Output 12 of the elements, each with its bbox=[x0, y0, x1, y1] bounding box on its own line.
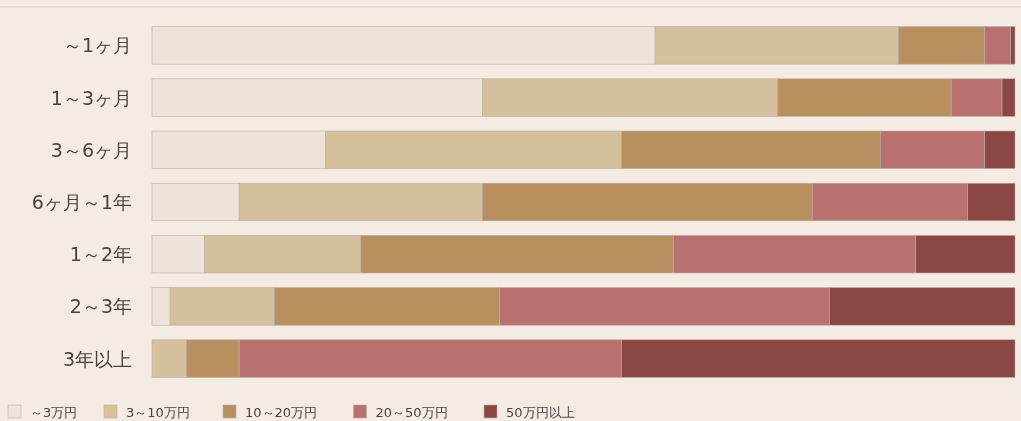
y-tick-label: 1～3ヶ月 bbox=[50, 86, 132, 109]
y-tick-label: 3年以上 bbox=[62, 347, 132, 370]
legend-label: ～3万円 bbox=[30, 404, 78, 420]
legend-label: 3～10万円 bbox=[126, 404, 190, 420]
y-tick-label: ～1ヶ月 bbox=[62, 34, 132, 57]
legend-label: 20～50万円 bbox=[375, 404, 448, 420]
legend-label: 10～20万円 bbox=[245, 404, 318, 420]
y-tick-label: 3～6ヶ月 bbox=[50, 138, 132, 161]
y-tick-label: 6ヶ月～1年 bbox=[31, 191, 132, 213]
y-tick-label: 2～3年 bbox=[69, 295, 132, 318]
legend-label: 50万円以上 bbox=[506, 404, 575, 420]
y-tick-label: 1～2年 bbox=[69, 243, 132, 266]
